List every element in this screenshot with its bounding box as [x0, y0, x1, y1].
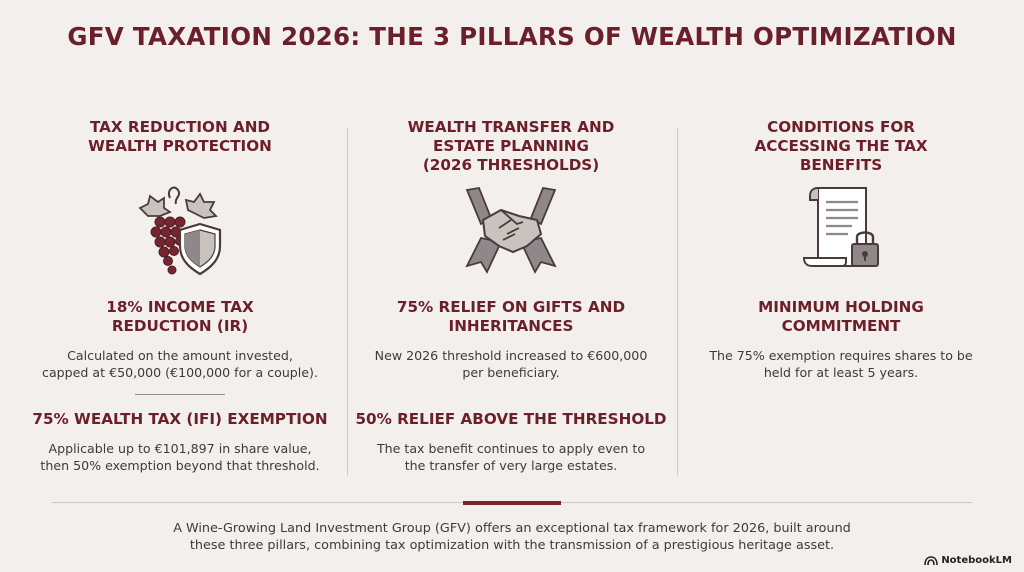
- pillar-heading-line: ACCESSING THE TAX: [754, 137, 928, 155]
- pillar-heading: WEALTH TRANSFER AND ESTATE PLANNING (202…: [352, 118, 670, 175]
- benefit-description-line: The tax benefit continues to apply even …: [376, 441, 646, 456]
- benefit-title-line: MINIMUM HOLDING: [758, 298, 924, 316]
- badge-label: NotebookLM: [941, 555, 1012, 566]
- benefit-description-line: the transfer of very large estates.: [404, 458, 618, 473]
- pillar-heading-line: WEALTH TRANSFER AND: [407, 118, 615, 136]
- benefit-title-line: INHERITANCES: [448, 317, 574, 335]
- benefit-title: 50% RELIEF ABOVE THE THRESHOLD: [352, 410, 670, 429]
- benefit-description: New 2026 threshold increased to €600,000…: [352, 347, 670, 381]
- benefit-description-line: capped at €50,000 (€100,000 for a couple…: [42, 365, 318, 380]
- benefit-description-line: per beneficiary.: [462, 365, 560, 380]
- footer-line: these three pillars, combining tax optim…: [189, 538, 835, 553]
- benefit-title-line: 75% WEALTH TAX (IFI) EXEMPTION: [32, 410, 328, 428]
- benefit-title-line: 18% INCOME TAX: [106, 298, 254, 316]
- pillar-heading-line: BENEFITS: [799, 156, 883, 174]
- benefit-title: 75% RELIEF ON GIFTS AND INHERITANCES: [352, 298, 670, 336]
- benefit-title-line: 50% RELIEF ABOVE THE THRESHOLD: [355, 410, 667, 428]
- benefit-title: 75% WEALTH TAX (IFI) EXEMPTION: [22, 410, 338, 429]
- column-divider: [677, 128, 678, 476]
- benefit-description-line: Calculated on the amount invested,: [67, 348, 293, 363]
- document-lock-icon: [796, 182, 886, 278]
- benefit-description-line: then 50% exemption beyond that threshold…: [40, 458, 320, 473]
- footer-line: A Wine-Growing Land Investment Group (GF…: [173, 521, 851, 536]
- footer-summary: A Wine-Growing Land Investment Group (GF…: [80, 520, 944, 554]
- pillar-heading: TAX REDUCTION AND WEALTH PROTECTION: [22, 118, 338, 156]
- benefit-title-line: 75% RELIEF ON GIFTS AND: [396, 298, 626, 316]
- benefit-description: The tax benefit continues to apply even …: [352, 440, 670, 474]
- benefit-description: Calculated on the amount invested, cappe…: [22, 347, 338, 381]
- pillar-heading-line: TAX REDUCTION AND: [89, 118, 271, 136]
- handshake-icon: [461, 180, 561, 280]
- benefit-description-line: The 75% exemption requires shares to be: [709, 348, 973, 363]
- column-divider: [347, 128, 348, 476]
- pillar-heading-line: ESTATE PLANNING: [433, 137, 589, 155]
- benefit-description-line: held for at least 5 years.: [763, 365, 919, 380]
- benefit-title: 18% INCOME TAX REDUCTION (IR): [22, 298, 338, 336]
- pillar-heading: CONDITIONS FOR ACCESSING THE TAX BENEFIT…: [680, 118, 1002, 175]
- benefit-description-line: Applicable up to €101,897 in share value…: [48, 441, 312, 456]
- notebooklm-badge: NotebookLM: [924, 555, 1012, 566]
- benefit-description-line: New 2026 threshold increased to €600,000: [374, 348, 648, 363]
- benefit-description: Applicable up to €101,897 in share value…: [22, 440, 338, 474]
- benefit-description: The 75% exemption requires shares to be …: [680, 347, 1002, 381]
- grapes-shield-icon: [130, 180, 230, 284]
- benefit-title-line: COMMITMENT: [781, 317, 901, 335]
- notebooklm-logo-icon: [924, 555, 939, 565]
- page-title: GFV TAXATION 2026: THE 3 PILLARS OF WEAL…: [67, 22, 957, 51]
- footer-accent: [463, 501, 561, 505]
- benefit-title: MINIMUM HOLDING COMMITMENT: [680, 298, 1002, 336]
- pillar-heading-line: CONDITIONS FOR: [767, 118, 915, 136]
- pillar-heading-line: (2026 THRESHOLDS): [422, 156, 600, 174]
- section-divider: [135, 394, 225, 395]
- pillar-heading-line: WEALTH PROTECTION: [88, 137, 272, 155]
- benefit-title-line: REDUCTION (IR): [111, 317, 249, 335]
